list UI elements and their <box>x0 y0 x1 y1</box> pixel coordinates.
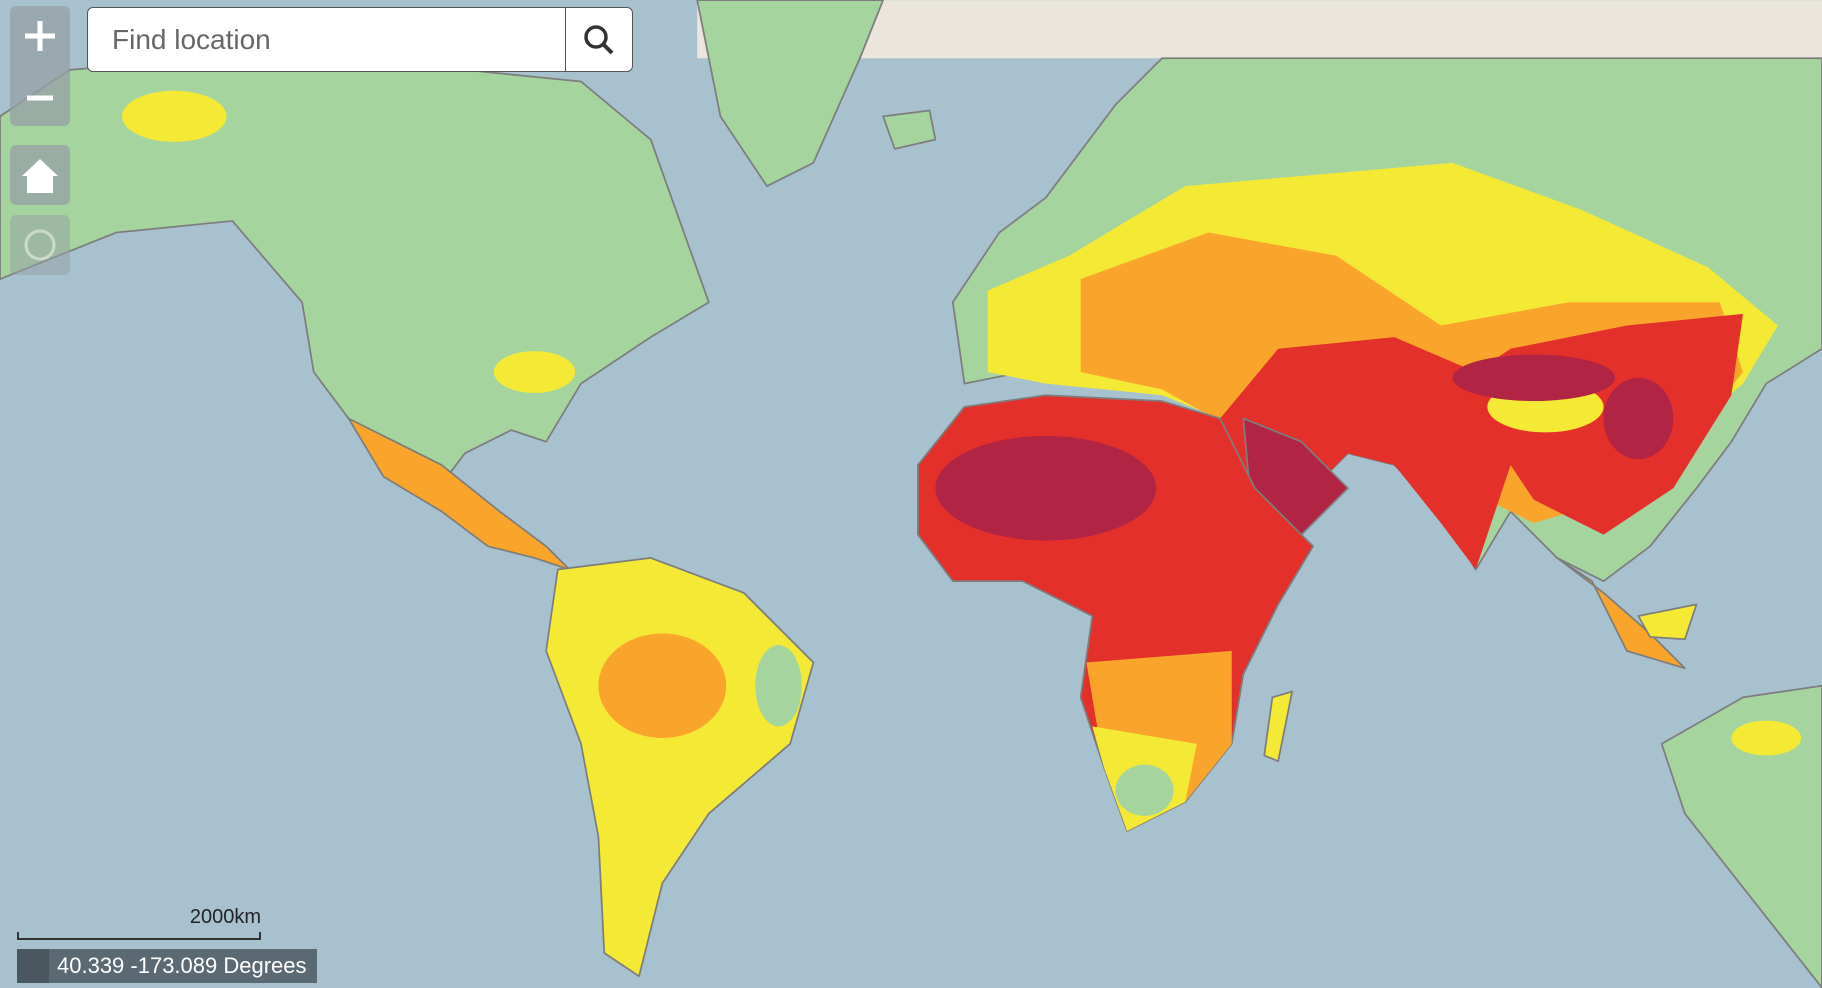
scale-line <box>17 932 261 940</box>
cool-zone <box>1115 764 1174 816</box>
home-button[interactable] <box>10 145 70 205</box>
heat-zone <box>122 90 227 142</box>
heat-zone <box>1603 377 1674 460</box>
heat-zone <box>1452 354 1616 402</box>
zoom-in-button[interactable] <box>10 6 70 66</box>
cool-zone <box>755 645 802 727</box>
search-icon <box>584 25 614 55</box>
coordinates-icon[interactable] <box>17 949 49 983</box>
madagascar <box>1263 690 1294 763</box>
zoom-icons <box>10 6 70 126</box>
coordinates-text: 40.339 -173.089 Degrees <box>57 953 307 978</box>
greenland <box>696 0 884 187</box>
home-icon <box>22 159 58 193</box>
scale-label: 2000km <box>189 906 261 928</box>
coordinates-box: 40.339 -173.089 Degrees <box>17 949 317 983</box>
locate-icon <box>24 229 56 261</box>
search-box[interactable]: Find location <box>87 7 633 72</box>
search-placeholder[interactable]: Find location <box>112 24 271 55</box>
southeast-asia <box>1556 557 1686 670</box>
heat-zone <box>598 633 727 739</box>
zoom-controls <box>10 6 70 126</box>
borneo <box>1637 603 1698 641</box>
heat-zone <box>493 351 576 393</box>
arctic-land <box>697 0 1822 59</box>
locate-button[interactable] <box>10 215 70 275</box>
australia <box>1660 684 1822 988</box>
heat-zone <box>1731 720 1802 756</box>
iceland <box>882 109 937 150</box>
search-button[interactable] <box>565 8 632 71</box>
scale-bar: 2000km <box>17 906 261 940</box>
heat-zone <box>935 435 1157 541</box>
zoom-out-button[interactable] <box>10 66 70 126</box>
